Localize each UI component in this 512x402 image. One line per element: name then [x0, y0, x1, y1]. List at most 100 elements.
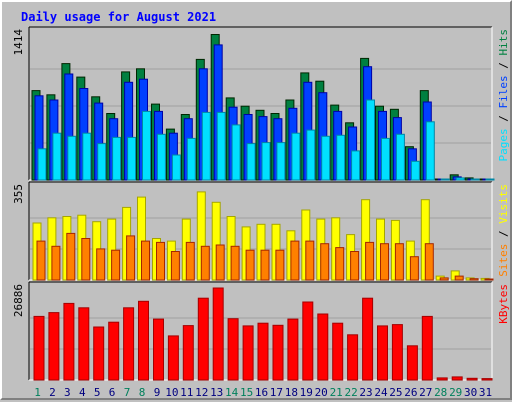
bar-pages-day-7: [127, 136, 137, 181]
chart-panels: 1414 Pages / Files / Hits 355 Sites / Visit…: [12, 26, 510, 381]
bar-kbytes-day-2: [48, 312, 60, 381]
bar-sites-day-27: [424, 243, 434, 281]
legend-separator: /: [497, 224, 510, 244]
bar-kbytes-day-19: [302, 301, 314, 381]
bar-sites-day-30: [469, 278, 479, 281]
x-tick-label-day-26: 26: [404, 386, 417, 399]
bar-pages-day-31: [485, 178, 495, 181]
series-sites: [36, 232, 494, 281]
legend-visits: Sites / Visits: [497, 184, 510, 277]
bar-pages-day-26: [410, 160, 420, 181]
bar-sites-day-5: [96, 248, 106, 281]
bar-kbytes-day-14: [227, 318, 239, 381]
x-tick-label-day-29: 29: [449, 386, 462, 399]
x-tick-label-day-8: 8: [139, 386, 146, 399]
bar-sites-day-31: [484, 278, 494, 281]
panel-visits: 355 Sites / Visits: [12, 181, 510, 281]
bar-kbytes-day-15: [242, 325, 254, 381]
x-tick-label-day-18: 18: [285, 386, 298, 399]
bar-kbytes-day-11: [182, 325, 194, 381]
legend-text: Sites / Visits: [497, 184, 510, 277]
legend-separator: /: [497, 56, 510, 76]
bar-pages-day-22: [351, 150, 361, 181]
bar-pages-day-28: [440, 178, 450, 181]
bar-sites-day-9: [156, 241, 165, 281]
bar-pages-day-8: [142, 110, 151, 181]
bar-kbytes-day-22: [347, 334, 359, 381]
bar-sites-day-22: [350, 251, 360, 281]
bar-kbytes-day-17: [272, 324, 284, 381]
bar-kbytes-day-10: [167, 335, 179, 381]
bar-pages-day-19: [306, 129, 316, 181]
bar-pages-day-11: [186, 137, 196, 181]
legend-text: Pages / Files / Hits: [497, 29, 510, 162]
x-tick-label-day-23: 23: [359, 386, 372, 399]
x-tick-label-day-4: 4: [79, 386, 86, 399]
x-tick-label-day-17: 17: [270, 386, 283, 399]
x-tick-label-day-7: 7: [124, 386, 131, 399]
bar-sites-day-7: [126, 235, 136, 281]
bar-kbytes-day-13: [212, 287, 224, 381]
bar-sites-day-29: [454, 275, 464, 281]
x-tick-label-day-12: 12: [195, 386, 208, 399]
legend-hits: Pages / Files / Hits: [497, 29, 510, 162]
bar-kbytes-day-18: [287, 318, 299, 381]
bar-kbytes-day-7: [123, 307, 135, 381]
bar-sites-day-10: [170, 251, 180, 281]
bar-pages-day-18: [291, 132, 301, 181]
bar-pages-day-16: [261, 142, 271, 181]
bar-kbytes-day-16: [257, 322, 269, 381]
bar-sites-day-23: [365, 241, 375, 281]
bar-pages-day-6: [112, 136, 122, 181]
bar-kbytes-day-12: [197, 297, 209, 381]
x-tick-label-day-13: 13: [210, 386, 223, 399]
bar-pages-day-25: [395, 133, 405, 181]
bar-sites-day-28: [439, 277, 449, 281]
bar-kbytes-day-24: [377, 325, 388, 381]
bar-sites-day-12: [200, 245, 210, 281]
bar-sites-day-18: [290, 240, 300, 281]
bar-pages-day-1: [37, 148, 47, 181]
bar-pages-day-2: [52, 132, 62, 181]
legend-entry-pages: Pages: [497, 128, 510, 161]
x-tick-label-day-21: 21: [330, 386, 343, 399]
bar-kbytes-day-4: [78, 307, 90, 381]
x-tick-label-day-28: 28: [434, 386, 447, 399]
y-max-label: 1414: [12, 29, 25, 56]
bar-sites-day-6: [111, 249, 121, 281]
x-tick-label-day-5: 5: [94, 386, 101, 399]
bar-pages-day-30: [470, 178, 480, 181]
x-axis-tick-labels: 1 2 3 4 5 6 7 8 9 10 11 12 13 14 15 16 17 18 19 20 21 22 23 24 2…: [34, 386, 492, 399]
bar-kbytes-day-31: [481, 378, 493, 381]
bar-sites-day-19: [305, 240, 315, 281]
x-tick-label-day-10: 10: [165, 386, 178, 399]
legend-entry-hits: Hits: [497, 29, 510, 56]
x-tick-label-day-6: 6: [109, 386, 116, 399]
bar-sites-day-3: [66, 232, 76, 281]
x-tick-label-day-20: 20: [315, 386, 328, 399]
bar-pages-day-27: [425, 121, 435, 181]
bar-kbytes-day-20: [317, 313, 329, 381]
bar-pages-day-5: [97, 143, 107, 181]
bar-pages-day-14: [231, 124, 241, 181]
bar-sites-day-11: [185, 241, 195, 281]
chart-title: Daily usage for August 2021: [21, 10, 216, 24]
x-tick-label-day-25: 25: [389, 386, 402, 399]
bar-sites-day-4: [81, 238, 91, 281]
bar-pages-day-21: [336, 134, 346, 181]
bar-sites-day-24: [380, 243, 389, 281]
bar-pages-day-17: [276, 142, 286, 181]
bar-sites-day-26: [409, 256, 419, 281]
bar-kbytes-day-9: [153, 318, 164, 381]
bar-kbytes-day-30: [466, 377, 478, 381]
bar-pages-day-24: [381, 137, 390, 181]
bar-sites-day-16: [260, 249, 270, 281]
legend-entry-visits: Visits: [497, 184, 510, 224]
bar-sites-day-17: [275, 249, 285, 281]
legend-kbytes: KBytes: [497, 284, 510, 324]
bar-sites-day-8: [141, 240, 150, 281]
x-tick-label-day-30: 30: [464, 386, 477, 399]
bar-pages-day-29: [455, 177, 465, 181]
x-tick-label-day-14: 14: [225, 386, 239, 399]
x-tick-label-day-31: 31: [479, 386, 492, 399]
